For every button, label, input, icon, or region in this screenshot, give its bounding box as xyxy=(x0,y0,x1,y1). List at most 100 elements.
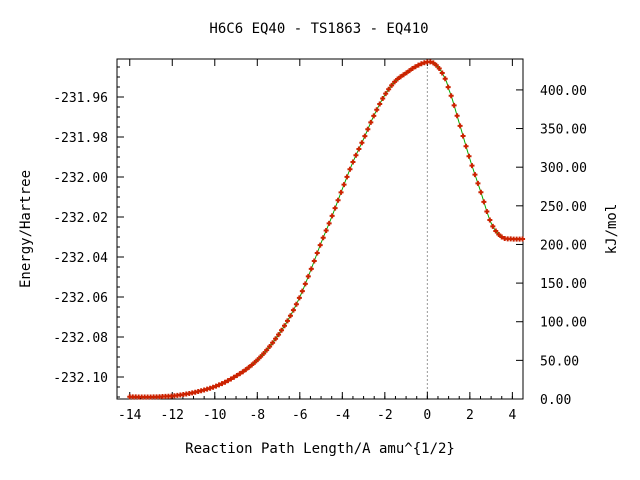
y2-tick-label: 400.00 xyxy=(540,84,587,99)
data-point xyxy=(323,228,329,234)
data-point xyxy=(311,258,317,264)
data-point xyxy=(401,72,407,78)
data-point xyxy=(276,332,282,338)
y2-tick-label: 0.00 xyxy=(540,393,571,408)
y-tick-label: -232.10 xyxy=(53,371,108,386)
chart-title: H6C6 EQ40 - TS1863 - EQ410 xyxy=(209,21,428,37)
data-point xyxy=(418,61,424,67)
y-tick-label: -232.04 xyxy=(53,251,108,266)
data-point xyxy=(290,307,296,313)
data-point xyxy=(493,228,499,234)
data-point xyxy=(305,273,311,279)
y2-tick-label: 150.00 xyxy=(540,277,587,292)
data-point xyxy=(404,70,410,76)
data-point xyxy=(389,82,395,88)
data-point xyxy=(258,354,264,360)
data-point xyxy=(377,101,383,107)
data-point xyxy=(445,84,451,90)
series-markers xyxy=(127,59,526,400)
data-point xyxy=(234,372,240,378)
data-point xyxy=(284,318,290,324)
data-point xyxy=(448,93,454,99)
x-tick-label: -6 xyxy=(292,408,308,423)
data-point xyxy=(386,86,392,92)
data-point xyxy=(287,313,293,319)
data-point xyxy=(499,234,505,240)
data-point xyxy=(210,384,216,390)
data-point xyxy=(255,357,261,363)
data-point xyxy=(320,235,326,241)
x-tick-label: -4 xyxy=(334,408,350,423)
data-point xyxy=(261,350,267,356)
data-point xyxy=(380,96,386,102)
data-point xyxy=(267,344,273,350)
data-point xyxy=(478,189,484,195)
data-point xyxy=(442,76,448,82)
data-point xyxy=(484,208,490,214)
data-point xyxy=(412,64,418,70)
data-point xyxy=(475,180,481,186)
x-tick-label: -8 xyxy=(249,408,265,423)
y2-tick-label: 250.00 xyxy=(540,200,587,215)
data-point xyxy=(415,62,421,68)
x-tick-label: -12 xyxy=(161,408,184,423)
data-point xyxy=(472,172,478,178)
data-point xyxy=(430,60,436,66)
y2-tick-label: 50.00 xyxy=(540,354,579,369)
x-axis-label: Reaction Path Length/A amu^{1/2} xyxy=(185,441,455,457)
data-point xyxy=(216,382,222,388)
data-point xyxy=(406,68,412,74)
y-tick-label: -232.00 xyxy=(53,171,108,186)
data-point xyxy=(395,76,401,82)
y-axis-label: Energy/Hartree xyxy=(18,170,34,288)
data-point xyxy=(344,174,350,180)
data-point xyxy=(356,146,362,152)
data-point xyxy=(252,359,258,365)
plot-frame xyxy=(116,58,524,400)
data-point xyxy=(237,371,243,377)
data-point xyxy=(219,381,225,387)
x-tick-label: 4 xyxy=(508,408,516,423)
data-point xyxy=(490,223,496,229)
data-point xyxy=(341,182,347,188)
y-tick-label: -232.06 xyxy=(53,291,108,306)
x-tick-label: -2 xyxy=(377,408,393,423)
y2-tick-label: 200.00 xyxy=(540,238,587,253)
data-point xyxy=(469,163,475,169)
data-point xyxy=(362,133,368,139)
x-tick-label: -10 xyxy=(203,408,226,423)
data-point xyxy=(332,205,338,211)
data-point xyxy=(299,288,305,294)
data-point xyxy=(436,66,442,72)
data-point xyxy=(314,250,320,256)
y2-axis-label: kJ/mol xyxy=(604,204,620,255)
data-point xyxy=(487,217,493,223)
data-point xyxy=(433,62,439,68)
data-point xyxy=(460,133,466,139)
data-point xyxy=(231,374,237,380)
data-point xyxy=(353,152,359,158)
data-point xyxy=(326,220,332,226)
data-point xyxy=(246,364,252,370)
data-point xyxy=(365,126,371,132)
data-point xyxy=(457,123,463,129)
data-point xyxy=(481,199,487,205)
x-tick-label: -14 xyxy=(118,408,142,423)
data-point xyxy=(317,242,323,248)
data-point xyxy=(243,367,249,373)
y-tick-label: -231.98 xyxy=(53,131,108,146)
data-point xyxy=(392,79,398,85)
data-point xyxy=(520,236,526,242)
data-point xyxy=(398,74,404,80)
data-point xyxy=(335,197,341,203)
data-point xyxy=(439,70,445,76)
y2-tick-label: 300.00 xyxy=(540,161,587,176)
y2-tick-label: 350.00 xyxy=(540,123,587,138)
data-point xyxy=(409,66,415,72)
y-tick-label: -232.08 xyxy=(53,331,108,346)
y2-tick-label: 100.00 xyxy=(540,316,587,331)
data-point xyxy=(293,301,299,307)
data-point xyxy=(228,376,234,382)
data-point xyxy=(463,143,469,149)
